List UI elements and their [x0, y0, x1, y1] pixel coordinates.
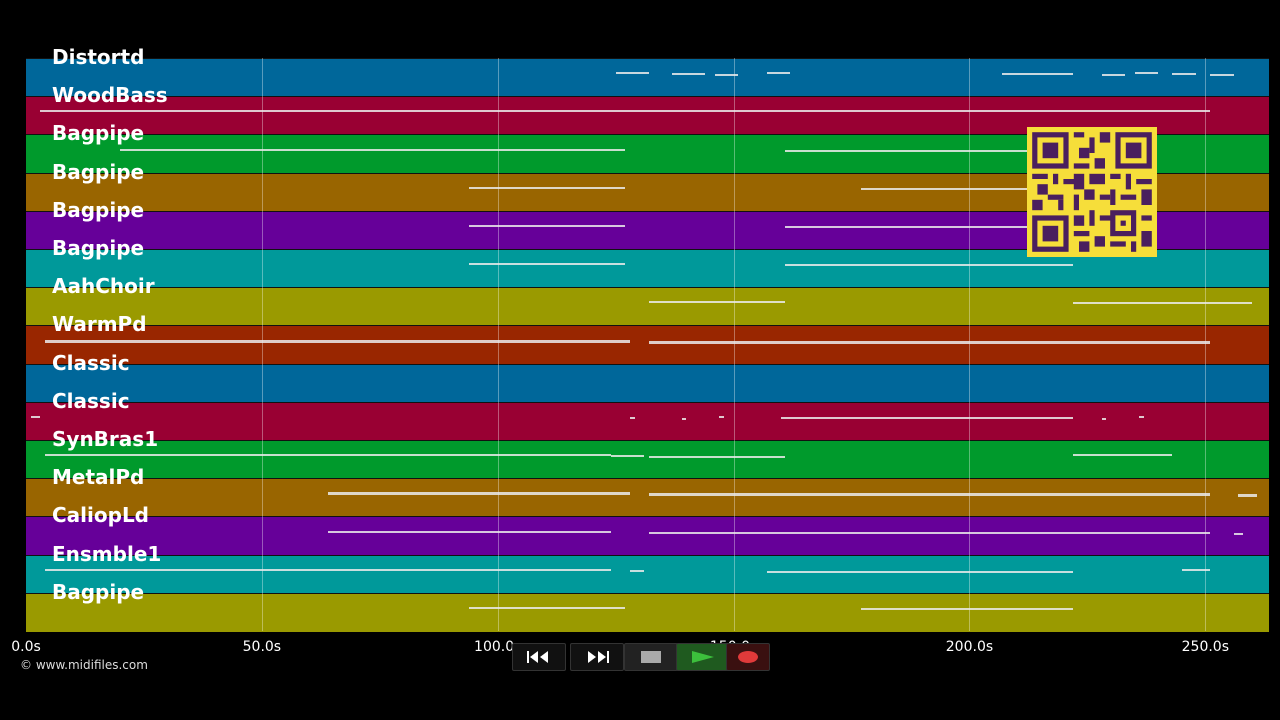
- note-segment: [44, 568, 611, 571]
- track-label: WoodBass: [52, 83, 168, 108]
- track-lane: [26, 592, 1269, 632]
- note-layer: [26, 58, 1269, 631]
- note-segment: [785, 149, 1064, 152]
- rewind-button[interactable]: [512, 643, 566, 671]
- record-icon: [738, 651, 758, 663]
- track-label: Distortd: [52, 45, 145, 69]
- note-segment: [1101, 74, 1126, 77]
- note-segment: [648, 340, 1211, 344]
- track-lane: [26, 401, 1269, 441]
- time-tick-label: 50.0s: [242, 639, 282, 655]
- note-segment: [469, 263, 626, 266]
- note-segment: [672, 73, 706, 76]
- note-segment: [30, 416, 41, 419]
- note-segment: [1238, 494, 1258, 498]
- track-label: SynBras1: [52, 427, 159, 451]
- note-segment: [714, 74, 739, 77]
- time-tick-label: 250.0s: [1181, 639, 1229, 655]
- note-segment: [1002, 73, 1074, 76]
- note-segment: [719, 416, 725, 419]
- gridline: [261, 58, 263, 631]
- note-segment: [648, 531, 1211, 534]
- track-label: Bagpipe: [52, 121, 145, 146]
- track-lane: [26, 287, 1269, 327]
- note-segment: [780, 417, 1074, 420]
- note-segment: [1073, 454, 1173, 457]
- play-icon: [692, 651, 714, 663]
- note-segment: [785, 264, 1074, 267]
- gridline: [1205, 58, 1207, 631]
- track-lane: [26, 58, 1269, 98]
- note-segment: [629, 569, 644, 572]
- note-segment: [610, 455, 644, 458]
- track-label: MetalPd: [52, 465, 145, 490]
- track-label: Bagpipe: [52, 236, 145, 260]
- fast-forward-button[interactable]: [570, 643, 624, 671]
- track-label: WarmPd: [52, 312, 147, 337]
- note-segment: [469, 225, 626, 228]
- time-tick-label: 200.0s: [945, 639, 994, 655]
- note-segment: [648, 493, 1211, 497]
- note-segment: [1134, 72, 1159, 75]
- note-segment: [1210, 74, 1234, 77]
- note-segment: [469, 607, 626, 610]
- stop-button[interactable]: [624, 643, 678, 671]
- note-segment: [1172, 73, 1196, 76]
- time-tick-label: 0.0s: [11, 639, 41, 655]
- note-segment: [860, 608, 1074, 611]
- track-label: Ensmble1: [52, 541, 162, 566]
- qr-code-icon: [1027, 127, 1157, 257]
- track-lane: [26, 478, 1269, 518]
- record-button[interactable]: [726, 643, 770, 671]
- note-segment: [120, 148, 626, 151]
- note-segment: [1073, 302, 1253, 305]
- note-segment: [40, 110, 1211, 113]
- note-segment: [785, 226, 1074, 229]
- track-label: Bagpipe: [52, 197, 145, 222]
- gridline: [733, 58, 735, 631]
- note-segment: [766, 72, 791, 75]
- note-segment: [469, 186, 626, 189]
- note-segment: [1101, 418, 1107, 421]
- note-segment: [860, 187, 1074, 190]
- track-lane: [26, 325, 1269, 365]
- track-label: Classic: [52, 350, 130, 375]
- track-lane: [26, 554, 1269, 594]
- track-label: AahChoir: [52, 274, 155, 299]
- track-label: Bagpipe: [52, 579, 145, 604]
- track-lane: [26, 516, 1269, 556]
- track-label: Bagpipe: [52, 159, 145, 184]
- note-segment: [1139, 416, 1144, 419]
- note-segment: [648, 301, 786, 304]
- note-segment: [681, 418, 687, 421]
- time-tick-label: 100.0s: [474, 639, 522, 655]
- track-label: CaliopLd: [52, 503, 150, 528]
- track-label: Classic: [52, 388, 130, 413]
- note-segment: [766, 570, 1074, 573]
- note-segment: [44, 454, 611, 457]
- track-lane: [26, 440, 1269, 480]
- note-segment: [1233, 532, 1244, 535]
- note-segment: [648, 456, 786, 459]
- track-lane: [26, 363, 1269, 403]
- qr-code-graphic: [1027, 127, 1157, 257]
- fast-forward-icon: [588, 651, 609, 663]
- credit-text: © www.midifiles.com: [20, 658, 148, 672]
- play-button[interactable]: [676, 643, 730, 671]
- note-segment: [327, 530, 611, 533]
- gridline: [497, 58, 499, 631]
- note-segment: [629, 417, 635, 420]
- stop-icon: [641, 651, 661, 663]
- note-segment: [615, 72, 649, 75]
- gridline: [969, 58, 971, 631]
- note-segment: [327, 492, 630, 496]
- rewind-icon: [527, 651, 548, 663]
- note-segment: [1181, 568, 1211, 571]
- note-segment: [44, 339, 630, 343]
